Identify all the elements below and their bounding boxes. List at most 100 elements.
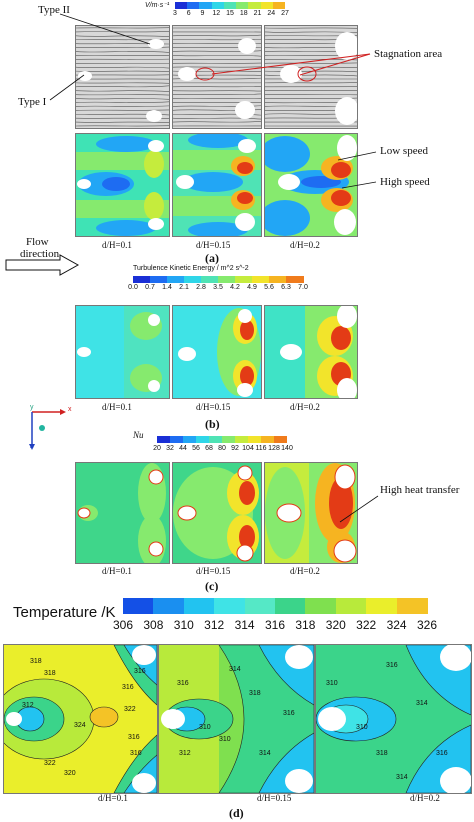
contour-label: 318 [376, 750, 388, 757]
contour-label: 316 [283, 710, 295, 717]
dh-label-c1: d/H=0.1 [102, 566, 132, 576]
colorbar-a-tick: 6 [186, 10, 191, 17]
colorbar-d-tick: 310 [173, 618, 194, 632]
colorbar-a-swatch [187, 2, 200, 9]
temp-graphic-3: 316 314 310 316 318 310 314 [316, 645, 471, 793]
colorbar-b-tick: 3.5 [213, 284, 223, 291]
colorbar-d-swatch [305, 598, 337, 614]
contour-label: 314 [259, 750, 271, 757]
colorbar-d-tick: 320 [325, 618, 346, 632]
colorbar-d-swatch [153, 598, 185, 614]
contour-label: 312 [179, 750, 191, 757]
colorbar-c-swatch [248, 436, 262, 443]
colorbar-c-swatch [261, 436, 275, 443]
caption-b: (b) [205, 417, 220, 431]
contour-label: 314 [229, 666, 241, 673]
streamline [173, 117, 261, 120]
colorbar-b-tick: 2.1 [179, 284, 189, 291]
streamline [265, 70, 357, 73]
colorbar-b-swatch [252, 276, 270, 283]
temp-panel-2: 316 314 310 312 316 318 314 310 [158, 644, 315, 794]
contour-label: 324 [74, 722, 86, 729]
colorbar-c-tick: 104 [242, 445, 254, 452]
colorbar-a-tick: 24 [267, 10, 276, 17]
cbar-a-unit: V/m·s⁻¹ [145, 2, 170, 9]
nu-panel-3 [264, 462, 358, 564]
colorbar-a-tick: 15 [226, 10, 234, 17]
velocity-panel-3 [264, 133, 358, 237]
streamline [173, 55, 261, 57]
colorbar-d-swatch [396, 598, 428, 614]
colorbar-b-tick: 6.3 [281, 284, 291, 291]
temp-panel-1: 318 322 324 322 316 312 320 316 318 316 316 [3, 644, 158, 794]
colorbar-a-tick: 9 [200, 10, 205, 17]
tke-panel-1 [75, 305, 170, 399]
colorbar-c-tick: 44 [179, 445, 187, 452]
high-speed-label: High speed [380, 176, 430, 188]
colorbar-d-tick: 326 [416, 618, 438, 632]
colorbar-d-swatch [214, 598, 246, 614]
streamline [173, 85, 261, 88]
dh-label-d3: d/H=0.2 [410, 793, 440, 803]
colorbar-c-swatch [170, 436, 184, 443]
temp-panel-3: 316 314 310 316 318 310 314 [315, 644, 472, 794]
contour-label: 322 [44, 760, 56, 767]
streamline [173, 66, 261, 68]
colorbar-b-tick: 2.8 [196, 284, 206, 291]
flow-label-line1: Flow [26, 236, 49, 248]
nu-graphic-3 [265, 463, 357, 563]
colorbar-c-swatch [183, 436, 197, 443]
colorbar-b-tick: 4.9 [247, 284, 257, 291]
cbar-c-title: Nu [133, 430, 144, 440]
annotation-arrows-a [49, 13, 371, 101]
streamline-graphic-3 [265, 27, 357, 127]
colorbar-a-swatch [272, 2, 286, 9]
colorbar-d-swatch [123, 598, 155, 614]
colorbar-d-ticks: 306 308 310 312 314 316 318 320 322 324 326 [113, 618, 437, 634]
colorbar-b-swatch [286, 276, 304, 283]
colorbar-a-tick: 21 [253, 10, 262, 17]
velocity-graphic-3 [265, 134, 357, 236]
colorbar-c-swatch [157, 436, 171, 443]
colorbar-b-swatch [150, 276, 168, 283]
low-speed-label: Low speed [380, 145, 428, 157]
contour-label: 316 [122, 684, 134, 691]
colorbar-a-swatch [211, 2, 225, 9]
axis-y-label: y [30, 404, 34, 411]
contour-label: 316 [128, 734, 140, 741]
caption-a: (a) [205, 251, 219, 265]
colorbar-b-swatch [235, 276, 253, 283]
dh-label-b1: d/H=0.1 [102, 402, 132, 412]
temp-graphic-2: 316 314 310 312 316 318 314 310 [159, 645, 314, 793]
colorbar-b [133, 276, 304, 283]
dh-label-a2: d/H=0.15 [196, 240, 231, 250]
tke-graphic-1 [76, 306, 169, 398]
streamline [76, 35, 169, 38]
colorbar-c-ticks: 20 32 44 56 68 80 92 104 116 128 140 [153, 445, 293, 453]
contour-label: 316 [130, 750, 142, 757]
colorbar-c-tick: 140 [281, 445, 293, 452]
contour-label: 318 [30, 658, 42, 665]
colorbar-c-swatch [209, 436, 223, 443]
contour-label: 312 [22, 702, 34, 709]
contour-label: 314 [416, 700, 428, 707]
colorbar-a [175, 2, 286, 9]
colorbar-a-swatch [199, 2, 212, 9]
colorbar-b-swatch [269, 276, 287, 283]
streamline [173, 34, 261, 37]
colorbar-c [157, 436, 288, 443]
streamline [76, 90, 169, 92]
contour-label: 320 [64, 770, 76, 777]
colorbar-c-tick: 116 [255, 445, 267, 452]
colorbar-d-swatch [335, 598, 368, 614]
colorbar-c-tick: 92 [231, 445, 239, 452]
contour-label: 322 [124, 706, 136, 713]
colorbar-b-swatch [218, 276, 236, 283]
streamline [76, 66, 169, 69]
colorbar-b-tick: 5.6 [264, 284, 274, 291]
caption-c: (c) [205, 579, 219, 593]
colorbar-c-tick: 68 [205, 445, 213, 452]
colorbar-d-swatch [183, 598, 216, 614]
streamline [76, 98, 169, 100]
dh-label-d2: d/H=0.15 [257, 793, 292, 803]
